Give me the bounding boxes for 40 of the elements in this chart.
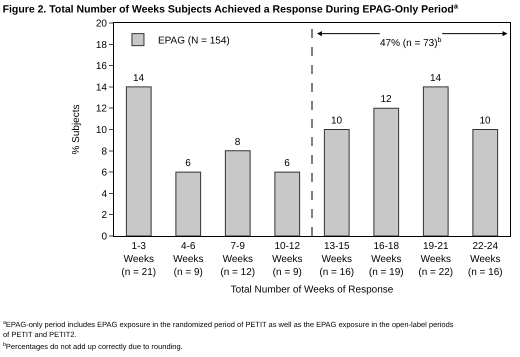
legend-label: EPAG (N = 154)	[158, 36, 230, 47]
bar	[422, 86, 449, 236]
y-tick-label: 4	[101, 188, 108, 200]
y-tick-label: 16	[96, 61, 108, 72]
x-tick-label: 7-9 Weeks (n = 12)	[220, 241, 256, 278]
y-tick-label: 12	[96, 104, 108, 115]
data-label: 6	[284, 158, 290, 170]
data-label: 10	[479, 116, 492, 126]
chart-title: Figure 2. Total Number of Weeks Subjects Achieved a Response During EPAG-Only Period$^{a}$	[2, 1, 459, 16]
x-tick-label: 1-3 Weeks (n = 21)	[121, 241, 156, 278]
x-tick-label: 22-24 Weeks (n = 16)	[468, 241, 503, 278]
data-label: 10	[330, 116, 343, 126]
y-tick-label: 14	[96, 82, 108, 94]
y-tick-label: 6	[101, 168, 108, 179]
y-tick-label: 0	[101, 232, 108, 242]
data-label: 12	[380, 94, 392, 106]
y-tick-label: 10	[96, 125, 108, 136]
x-tick-label: 10-12 Weeks (n = 9)	[272, 241, 302, 278]
data-label: 14	[132, 72, 145, 84]
y-tick-label: 2	[101, 210, 108, 222]
y-tick-label: 20	[96, 18, 108, 30]
bar	[224, 150, 251, 236]
y-tick-label: 8	[101, 146, 108, 158]
bar	[175, 172, 202, 236]
data-label: 14	[430, 72, 442, 84]
bar	[373, 108, 400, 236]
annotation: 47% (n = 73)$^{b}$	[380, 36, 442, 50]
x-tick-label: 19-21 Weeks (n = 22)	[418, 241, 454, 278]
bar	[126, 86, 152, 236]
data-label: 6	[185, 158, 192, 170]
bar	[324, 129, 350, 236]
x-tick-label: 4-6 Weeks (n = 9)	[173, 241, 204, 278]
bar	[472, 129, 498, 236]
y-tick-label: 18	[96, 40, 108, 51]
y-axis-title: % Subjects	[70, 104, 82, 155]
bar	[274, 172, 300, 236]
x-tick-label: 13-15 Weeks (n = 16)	[319, 241, 354, 278]
data-label: 8	[234, 136, 241, 148]
x-axis-title: Total Number of Weeks of Response	[230, 284, 394, 296]
x-tick-label: 16-18 Weeks (n = 19)	[368, 241, 404, 278]
